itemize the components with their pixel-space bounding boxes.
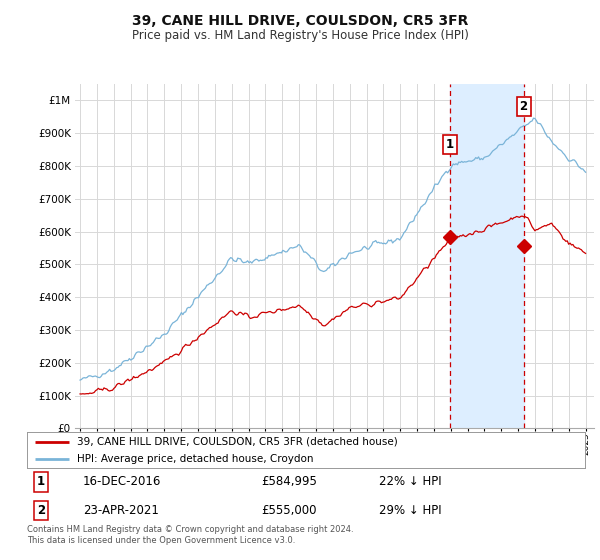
Text: HPI: Average price, detached house, Croydon: HPI: Average price, detached house, Croy… bbox=[77, 454, 314, 464]
Text: 39, CANE HILL DRIVE, COULSDON, CR5 3FR: 39, CANE HILL DRIVE, COULSDON, CR5 3FR bbox=[132, 14, 468, 28]
Text: £555,000: £555,000 bbox=[262, 504, 317, 517]
Text: 23-APR-2021: 23-APR-2021 bbox=[83, 504, 158, 517]
Text: Price paid vs. HM Land Registry's House Price Index (HPI): Price paid vs. HM Land Registry's House … bbox=[131, 29, 469, 42]
Text: 1: 1 bbox=[37, 475, 45, 488]
Text: 2: 2 bbox=[520, 100, 527, 113]
Bar bbox=[450, 84, 524, 428]
Text: 1: 1 bbox=[446, 138, 454, 151]
Text: 39, CANE HILL DRIVE, COULSDON, CR5 3FR (detached house): 39, CANE HILL DRIVE, COULSDON, CR5 3FR (… bbox=[77, 437, 398, 447]
Text: Contains HM Land Registry data © Crown copyright and database right 2024.
This d: Contains HM Land Registry data © Crown c… bbox=[27, 525, 353, 545]
Text: £584,995: £584,995 bbox=[262, 475, 317, 488]
Text: 2: 2 bbox=[37, 504, 45, 517]
Text: 16-DEC-2016: 16-DEC-2016 bbox=[83, 475, 161, 488]
Text: 29% ↓ HPI: 29% ↓ HPI bbox=[379, 504, 441, 517]
Text: 22% ↓ HPI: 22% ↓ HPI bbox=[379, 475, 441, 488]
